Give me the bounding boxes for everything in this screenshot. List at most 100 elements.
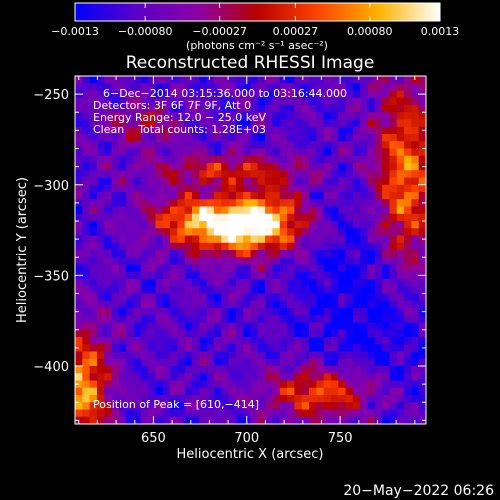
heatmap-cell [111,286,120,295]
heatmap-cell [177,199,186,208]
heatmap-cell [206,170,215,179]
heatmap-cell [309,329,317,338]
heatmap-cell [316,97,325,106]
heatmap-cell [104,409,113,418]
heatmap-cell [396,351,405,360]
heatmap-cell [323,148,332,157]
heatmap-cell [338,213,347,222]
heatmap-cell [411,329,420,338]
heatmap-cell [155,184,164,193]
heatmap-cell [367,308,376,316]
heatmap-cell [360,141,369,150]
heatmap-cell [382,293,391,302]
heatmap-cell [235,170,244,179]
heatmap-cell [82,315,91,324]
heatmap-cell [367,76,376,84]
heatmap-cell [126,416,135,424]
heatmap-cell [89,228,98,237]
heatmap-cell [338,279,347,287]
heatmap-cell [140,221,149,229]
heatmap-cell [411,322,420,331]
heatmap-cell [265,134,274,142]
heatmap-cell [301,308,310,316]
heatmap-cell [235,337,244,345]
heatmap-cell [323,329,332,338]
heatmap-cell [257,221,266,229]
heatmap-cell [404,380,412,389]
heatmap-cell [133,148,142,157]
heatmap-cell [243,228,252,237]
heatmap-cell [316,279,325,287]
heatmap-cell [104,134,113,142]
heatmap-cell [396,257,405,266]
heatmap-cell [411,134,420,142]
heatmap-cell [360,105,369,113]
heatmap-cell [82,366,91,374]
heatmap-cell [213,257,222,266]
heatmap-cell [287,264,295,273]
heatmap-cell [250,250,259,258]
heatmap-cell [206,199,215,208]
heatmap-cell [374,184,383,193]
heatmap-cell [265,416,274,424]
heatmap-cell [155,177,164,186]
heatmap-cell [148,235,157,244]
heatmap-cell [235,286,244,295]
heatmap-cell [184,250,193,258]
heatmap-cell [228,134,237,142]
heatmap-cell [213,366,222,374]
heatmap-cell [118,329,127,338]
heatmap-cell [133,213,142,222]
heatmap-cell [294,90,303,99]
heatmap-cell [162,192,171,200]
heatmap-cell [118,409,127,418]
heatmap-cell [272,163,281,171]
heatmap-cell [257,163,266,171]
heatmap-cell [404,395,412,403]
heatmap-cell [155,322,164,331]
heatmap-cell [170,344,178,353]
heatmap-cell [104,90,113,99]
heatmap-cell [162,170,171,179]
heatmap-cell [192,380,200,389]
heatmap-cell [192,351,200,360]
heatmap-cell [330,351,339,360]
heatmap-cell [257,235,266,244]
heatmap-cell [133,199,142,208]
heatmap-cell [82,192,91,200]
heatmap-cell [374,250,383,258]
heatmap-cell [309,235,317,244]
heatmap-cell [206,76,215,84]
heatmap-cell [206,250,215,258]
heatmap-cell [177,380,186,389]
heatmap-cell [301,235,310,244]
heatmap-cell [360,97,369,106]
heatmap-cell [411,308,420,316]
heatmap-cell [345,250,354,258]
heatmap-cell [250,257,259,266]
heatmap-cell [382,264,391,273]
heatmap-cell [294,97,303,106]
y-tick-label: −400 [33,360,69,375]
heatmap-cell [389,329,398,338]
heatmap-cell [338,119,347,128]
heatmap-cell [184,155,193,164]
heatmap-cell [75,402,83,411]
heatmap-cell [367,199,376,208]
heatmap-cell [170,351,178,360]
heatmap-cell [250,105,259,113]
heatmap-cell [140,228,149,237]
heatmap-cell [118,155,127,164]
annotation-peak-position: Position of Peak = [610,−414] [93,398,259,411]
heatmap-cell [352,184,361,193]
heatmap-cell [148,221,157,229]
heatmap-cell [228,206,237,215]
heatmap-cell [316,315,325,324]
heatmap-cell [243,141,252,150]
heatmap-cell [250,308,259,316]
heatmap-cell [111,126,120,135]
heatmap-cell [199,271,208,280]
heatmap-cell [170,119,178,128]
heatmap-cell [265,344,274,353]
heatmap-cell [272,387,281,396]
